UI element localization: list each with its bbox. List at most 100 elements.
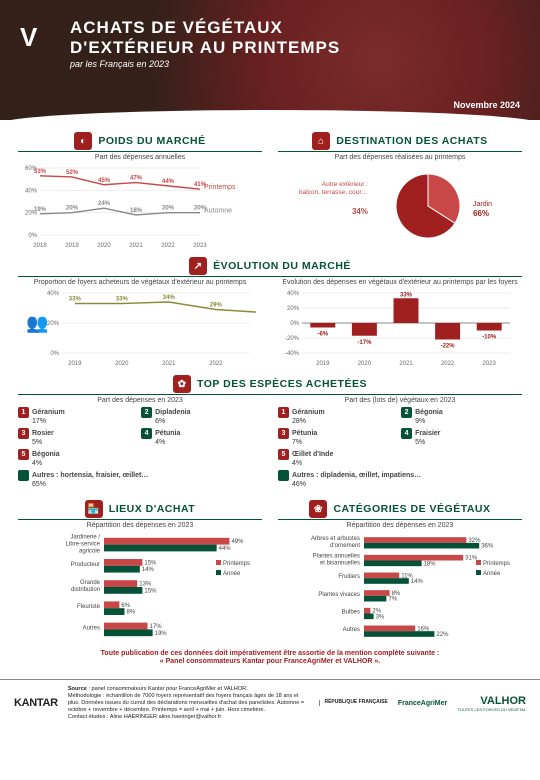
- rank-badge: 2: [141, 407, 152, 418]
- svg-text:45%: 45%: [98, 178, 111, 184]
- lieux-bar-chart: Jardinerie /Libre-serviceagricole49%44%P…: [18, 532, 256, 642]
- svg-text:2021: 2021: [129, 243, 143, 249]
- svg-text:3%: 3%: [376, 614, 385, 620]
- svg-text:15%: 15%: [144, 560, 157, 566]
- species-pct: 46%: [292, 481, 421, 488]
- svg-text:14%: 14%: [142, 567, 155, 573]
- svg-text:47%: 47%: [130, 176, 143, 182]
- poids-sub: Part des dépenses annuelles: [18, 154, 262, 161]
- species-pct: 4%: [155, 439, 180, 446]
- species-pct: 28%: [292, 418, 325, 425]
- svg-text:22%: 22%: [436, 632, 449, 638]
- species-right-list: 1Géranium28%2Bégonia9%3Pétunia7%4Fraisie…: [278, 407, 522, 488]
- svg-text:20%: 20%: [66, 206, 79, 212]
- species-pct: 5%: [415, 439, 440, 446]
- svg-text:Plantes annuelles: Plantes annuelles: [313, 554, 360, 560]
- section-lieux: 🏪LIEUX D'ACHAT Répartition des dépenses …: [18, 496, 262, 642]
- svg-text:Arbres et arbustes: Arbres et arbustes: [311, 536, 360, 542]
- svg-text:👥: 👥: [26, 313, 48, 333]
- species-pct: 9%: [415, 418, 443, 425]
- house-icon: ⌂: [312, 132, 330, 150]
- species-name: Bégonia: [415, 409, 443, 416]
- rank-badge: 5: [278, 449, 289, 460]
- evolution-proportion-chart: 👥0%20%40%2019202020212022202333%33%34%29…: [18, 289, 256, 367]
- svg-text:44%: 44%: [162, 179, 175, 185]
- rank-badge: [278, 470, 289, 481]
- leaf-icon: ✿: [173, 375, 191, 393]
- svg-text:2022: 2022: [209, 361, 223, 367]
- species-item: Autres : hortensia, fraisier, œillet…65%: [18, 470, 262, 488]
- species-name: Autres : dipladenia, œillet, impatiens…: [292, 472, 421, 479]
- species-pct: 7%: [292, 439, 317, 446]
- svg-text:44%: 44%: [219, 546, 232, 552]
- svg-text:33%: 33%: [116, 297, 129, 303]
- rank-badge: 1: [18, 407, 29, 418]
- svg-text:2020: 2020: [358, 361, 372, 367]
- franceagrimer-logo: FranceAgriMer: [398, 700, 447, 707]
- species-pct: 5%: [32, 439, 54, 446]
- svg-text:Jardin: Jardin: [473, 201, 492, 208]
- species-item: 4Fraisier5%: [401, 428, 518, 446]
- svg-text:49%: 49%: [231, 539, 244, 545]
- svg-text:2020: 2020: [97, 243, 111, 249]
- svg-text:7%: 7%: [388, 597, 397, 603]
- svg-text:20%: 20%: [162, 206, 175, 212]
- svg-text:6%: 6%: [121, 603, 130, 609]
- valhor-logo: VALHOR TOUTES LES FORCES DU VÉGÉTAL: [457, 695, 526, 712]
- svg-text:34%: 34%: [352, 207, 368, 216]
- svg-text:2019: 2019: [316, 361, 330, 367]
- publish-date: Novembre 2024: [453, 100, 520, 110]
- svg-text:Libre-service: Libre-service: [66, 542, 101, 548]
- svg-text:36%: 36%: [481, 544, 494, 550]
- svg-text:Autres: Autres: [83, 625, 100, 631]
- species-item: 3Pétunia7%: [278, 428, 395, 446]
- svg-text:66%: 66%: [473, 209, 489, 218]
- species-item: 1Géranium17%: [18, 407, 135, 425]
- species-item: 5Bégonia 4%: [18, 449, 135, 467]
- species-name: Bégonia: [32, 451, 60, 458]
- svg-text:33%: 33%: [400, 292, 413, 298]
- header: V ACHATS DE VÉGÉTAUXD'EXTÉRIEUR AU PRINT…: [0, 0, 540, 120]
- rank-badge: 5: [18, 449, 29, 460]
- rank-badge: 4: [401, 428, 412, 439]
- svg-text:0%: 0%: [50, 351, 59, 357]
- rank-badge: 1: [278, 407, 289, 418]
- logo-mark: V: [20, 22, 37, 53]
- svg-text:15%: 15%: [144, 588, 157, 594]
- rank-badge: 3: [18, 428, 29, 439]
- species-name: Autres : hortensia, fraisier, œillet…: [32, 472, 148, 479]
- pie-icon: ◐: [74, 132, 92, 150]
- evo-title: ÉVOLUTION DU MARCHÉ: [213, 260, 351, 272]
- svg-text:Année: Année: [223, 571, 241, 577]
- svg-text:8%: 8%: [126, 610, 135, 616]
- species-name: Pétunia: [155, 430, 180, 437]
- tree-icon: ❀: [309, 500, 327, 518]
- svg-text:Jardinerie /: Jardinerie /: [70, 535, 100, 541]
- svg-text:34%: 34%: [163, 295, 176, 301]
- species-pct: 4%: [32, 460, 60, 467]
- rank-badge: 2: [401, 407, 412, 418]
- svg-text:-22%: -22%: [441, 344, 456, 350]
- species-item: 4Pétunia4%: [141, 428, 258, 446]
- kantar-logo: KANTAR: [14, 697, 58, 709]
- svg-text:20%: 20%: [287, 306, 300, 312]
- section-destination: ⌂DESTINATION DES ACHATS Part des dépense…: [278, 128, 522, 249]
- species-item: Autres : dipladenia, œillet, impatiens… 4…: [278, 470, 522, 488]
- poids-line-chart: 0%20%40%60%20182019202020212022202353%52…: [18, 164, 248, 249]
- svg-text:Printemps: Printemps: [204, 184, 236, 191]
- section-species: ✿TOP DES ESPÈCES ACHETÉES Part des dépen…: [18, 375, 522, 488]
- arrow-icon: ↗: [189, 257, 207, 275]
- svg-text:Automne: Automne: [204, 208, 232, 215]
- svg-text:14%: 14%: [411, 579, 424, 585]
- poids-title: POIDS DU MARCHÉ: [98, 135, 205, 147]
- svg-text:31%: 31%: [465, 556, 478, 562]
- svg-text:24%: 24%: [98, 201, 111, 207]
- species-left-list: 1Géranium17%2Dipladenia6%3Rosier5%4Pétun…: [18, 407, 262, 488]
- evolution-depenses-chart: -40%-20%0%20%40%20192020202120222023-6%-…: [278, 289, 516, 367]
- section-poids: ◐ POIDS DU MARCHÉ Part des dépenses annue…: [18, 128, 262, 249]
- svg-text:29%: 29%: [210, 303, 223, 309]
- svg-text:Autre extérieur :balcon, terra: Autre extérieur :balcon, terrasse, cour…: [299, 181, 368, 196]
- svg-text:agricole: agricole: [79, 549, 101, 555]
- species-name: Pétunia: [292, 430, 317, 437]
- svg-text:2023: 2023: [483, 361, 497, 367]
